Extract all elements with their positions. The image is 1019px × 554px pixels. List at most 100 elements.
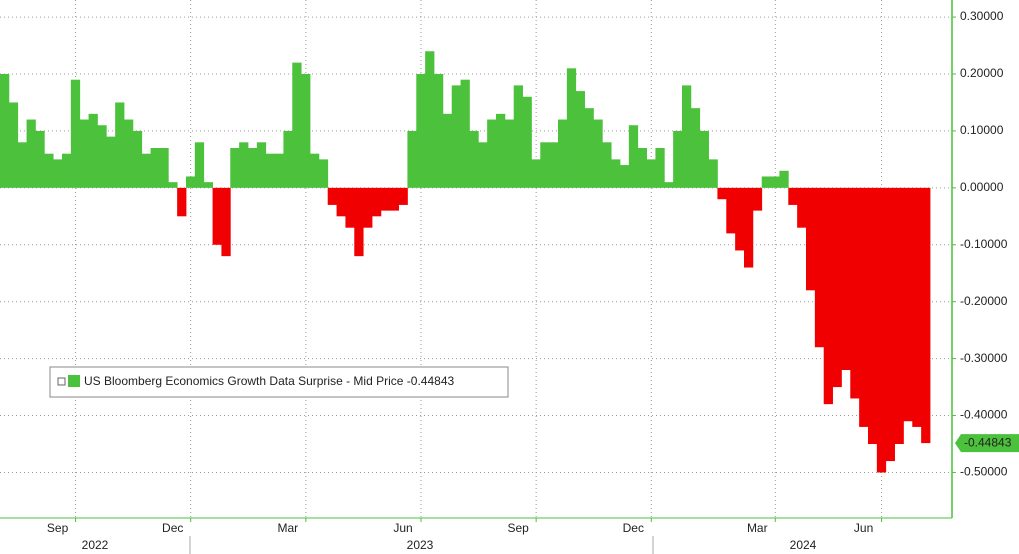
bar xyxy=(17,142,27,188)
bar xyxy=(212,187,222,245)
bar xyxy=(673,130,683,188)
bar xyxy=(726,187,736,234)
bar xyxy=(841,187,851,370)
bar xyxy=(310,153,320,188)
bar xyxy=(735,187,745,251)
bar xyxy=(416,74,426,188)
bar xyxy=(327,187,337,205)
bar xyxy=(894,187,904,444)
bar xyxy=(637,148,647,188)
legend-toggle xyxy=(57,377,66,386)
bar xyxy=(788,187,798,205)
bar xyxy=(531,159,541,188)
plot-area xyxy=(0,0,952,518)
y-tick-label: -0.40000 xyxy=(960,408,1008,422)
bar xyxy=(88,113,98,188)
bar xyxy=(744,187,754,268)
bar xyxy=(35,130,45,188)
bar xyxy=(646,159,656,188)
bar xyxy=(124,119,134,188)
bar xyxy=(876,187,887,473)
legend-box xyxy=(49,366,509,398)
x-tick-label: Sep xyxy=(47,521,69,535)
last-value-tag xyxy=(955,434,1019,453)
bar xyxy=(797,187,807,228)
bar xyxy=(903,187,913,422)
bar xyxy=(283,130,293,188)
bar xyxy=(575,91,585,188)
bar xyxy=(868,187,878,444)
bar xyxy=(540,142,550,188)
bar xyxy=(70,79,81,188)
bar xyxy=(566,68,577,188)
bar xyxy=(407,130,417,188)
bar xyxy=(301,74,311,188)
bar xyxy=(460,79,470,188)
x-tick-label: Dec xyxy=(623,521,644,535)
y-tick-label: -0.10000 xyxy=(960,237,1008,251)
bar xyxy=(487,119,497,188)
bar xyxy=(664,182,674,188)
bar xyxy=(921,187,931,444)
bar xyxy=(132,130,143,188)
bar xyxy=(372,187,382,217)
bar xyxy=(159,148,169,188)
bar xyxy=(389,187,399,211)
bar xyxy=(912,187,922,427)
bar xyxy=(62,153,72,188)
bar xyxy=(717,187,727,200)
y-tick-label: 0.20000 xyxy=(960,66,1004,80)
bar xyxy=(44,153,54,188)
legend: US Bloomberg Economics Growth Data Surpr… xyxy=(49,366,509,398)
x-group-label: 2022 xyxy=(82,538,109,552)
bar xyxy=(194,142,205,188)
bar xyxy=(221,187,231,257)
bar xyxy=(274,153,284,188)
bar xyxy=(177,187,187,217)
bar xyxy=(558,119,568,188)
bar xyxy=(602,142,612,188)
y-tick-label: -0.50000 xyxy=(960,465,1008,479)
bar xyxy=(26,119,36,188)
bar xyxy=(265,153,275,188)
bar xyxy=(248,148,258,188)
bar xyxy=(318,159,329,188)
bar xyxy=(434,74,444,188)
bar xyxy=(885,187,895,462)
bar xyxy=(336,187,346,217)
x-tick-label: Sep xyxy=(507,521,529,535)
legend-last-value: -0.44843 xyxy=(407,374,455,388)
bar xyxy=(478,142,488,188)
bar xyxy=(150,148,160,188)
bar xyxy=(823,187,833,405)
bar xyxy=(380,187,391,211)
bar xyxy=(496,113,506,188)
bar xyxy=(620,165,630,188)
y-tick-label: -0.20000 xyxy=(960,294,1008,308)
bar xyxy=(425,51,435,188)
bar xyxy=(451,85,461,188)
x-tick-label: Jun xyxy=(393,521,412,535)
x-tick-label: Mar xyxy=(747,521,768,535)
bar xyxy=(549,142,559,188)
bar xyxy=(8,102,19,188)
bar xyxy=(354,187,364,257)
bar xyxy=(256,142,267,188)
bar xyxy=(584,108,594,188)
bar xyxy=(832,187,842,388)
bar xyxy=(593,119,603,188)
y-tick-label: 0.00000 xyxy=(960,180,1004,194)
bar xyxy=(292,62,302,188)
bar xyxy=(0,74,10,188)
legend-swatch xyxy=(68,375,80,387)
bar xyxy=(97,125,107,188)
x-group-label: 2024 xyxy=(790,538,817,552)
x-group-label: 2023 xyxy=(407,538,434,552)
bar xyxy=(752,187,763,211)
bar xyxy=(708,159,718,188)
bar xyxy=(628,125,639,188)
bar xyxy=(79,119,89,188)
y-tick-label: 0.10000 xyxy=(960,123,1004,137)
y-tick-label: 0.30000 xyxy=(960,9,1004,23)
